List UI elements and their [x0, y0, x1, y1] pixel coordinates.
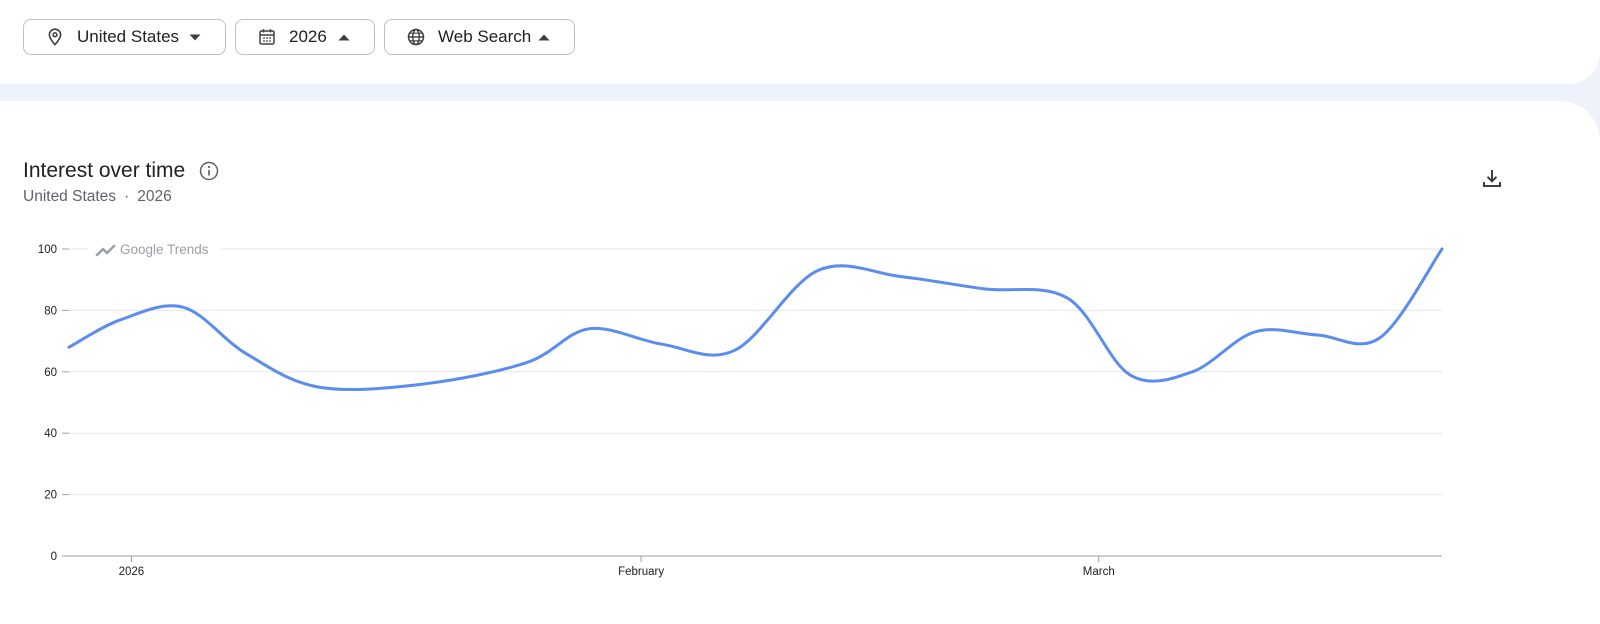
- download-icon[interactable]: [1481, 167, 1503, 189]
- location-pin-icon: [46, 28, 64, 46]
- caret-down-icon: [189, 33, 201, 41]
- card-subtitle: United States · 2026: [23, 188, 172, 206]
- subtitle-time: 2026: [137, 188, 172, 205]
- trends-logo-icon: [95, 244, 116, 257]
- card-title: Interest over time: [23, 159, 186, 182]
- location-filter-button[interactable]: United States: [23, 19, 226, 55]
- x-tick-label: March: [1083, 566, 1115, 578]
- filter-bar: United States 2026 Web Search: [0, 0, 1600, 84]
- caret-up-icon: [538, 33, 550, 41]
- property-filter-label: Web Search: [438, 27, 532, 46]
- watermark-background: [88, 238, 220, 258]
- x-axis-ticks: 2026 February March: [119, 556, 1115, 578]
- time-filter-label: 2026: [289, 27, 327, 46]
- y-tick-label: 40: [44, 428, 57, 440]
- y-axis-ticks: 0 20 40 60 80 100: [38, 244, 69, 563]
- y-tick-label: 60: [44, 367, 57, 379]
- caret-up-icon: [338, 33, 350, 41]
- interest-series-line: [67, 247, 1444, 392]
- x-tick-label: 2026: [119, 566, 145, 578]
- grid: [69, 248, 1442, 496]
- card-header: Interest over time: [23, 159, 219, 183]
- calendar-icon: [258, 28, 276, 46]
- watermark-label: Google Trends: [120, 242, 209, 257]
- location-filter-label: United States: [77, 27, 180, 46]
- x-tick-label: February: [618, 566, 664, 578]
- interest-line-chart: 0 20 40 60 80 100 Google Trends 2026 February M…: [38, 238, 1444, 578]
- globe-icon: [407, 28, 425, 46]
- y-tick-label: 80: [44, 305, 57, 317]
- property-filter-button[interactable]: Web Search: [384, 19, 575, 55]
- y-tick-label: 0: [51, 551, 57, 563]
- interest-over-time-card: Interest over time United States · 2026 …: [0, 101, 1600, 624]
- y-tick-label: 20: [44, 490, 57, 502]
- info-icon[interactable]: [199, 161, 219, 181]
- google-trends-watermark: Google Trends: [88, 238, 220, 258]
- subtitle-separator: ·: [124, 188, 130, 205]
- subtitle-location: United States: [23, 188, 117, 205]
- time-filter-button[interactable]: 2026: [235, 19, 375, 55]
- y-tick-label: 100: [38, 244, 57, 256]
